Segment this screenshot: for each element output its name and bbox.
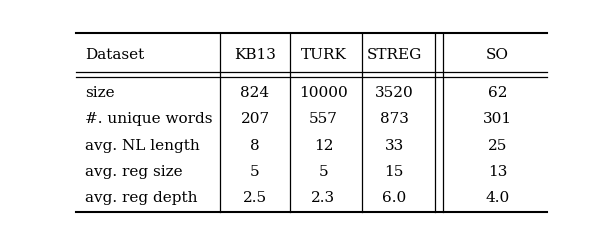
Text: avg. reg size: avg. reg size: [85, 165, 183, 179]
Text: 25: 25: [488, 139, 508, 152]
Text: 8: 8: [250, 139, 260, 152]
Text: 301: 301: [483, 112, 513, 126]
Text: KB13: KB13: [234, 48, 276, 62]
Text: 62: 62: [488, 86, 508, 100]
Text: avg. reg depth: avg. reg depth: [85, 191, 198, 205]
Text: 10000: 10000: [299, 86, 348, 100]
Text: 3520: 3520: [375, 86, 413, 100]
Text: STREG: STREG: [367, 48, 422, 62]
Text: SO: SO: [486, 48, 510, 62]
Text: 2.5: 2.5: [243, 191, 267, 205]
Text: 15: 15: [384, 165, 404, 179]
Text: 557: 557: [309, 112, 338, 126]
Text: avg. NL length: avg. NL length: [85, 139, 200, 152]
Text: 4.0: 4.0: [486, 191, 510, 205]
Text: #. unique words: #. unique words: [85, 112, 213, 126]
Text: 5: 5: [319, 165, 328, 179]
Text: Dataset: Dataset: [85, 48, 145, 62]
Text: 33: 33: [384, 139, 404, 152]
Text: 824: 824: [241, 86, 269, 100]
Text: 12: 12: [314, 139, 333, 152]
Text: 5: 5: [250, 165, 260, 179]
Text: 6.0: 6.0: [382, 191, 406, 205]
Text: 2.3: 2.3: [311, 191, 336, 205]
Text: size: size: [85, 86, 115, 100]
Text: 13: 13: [488, 165, 508, 179]
Text: 873: 873: [379, 112, 409, 126]
Text: 207: 207: [241, 112, 269, 126]
Text: TURK: TURK: [300, 48, 347, 62]
